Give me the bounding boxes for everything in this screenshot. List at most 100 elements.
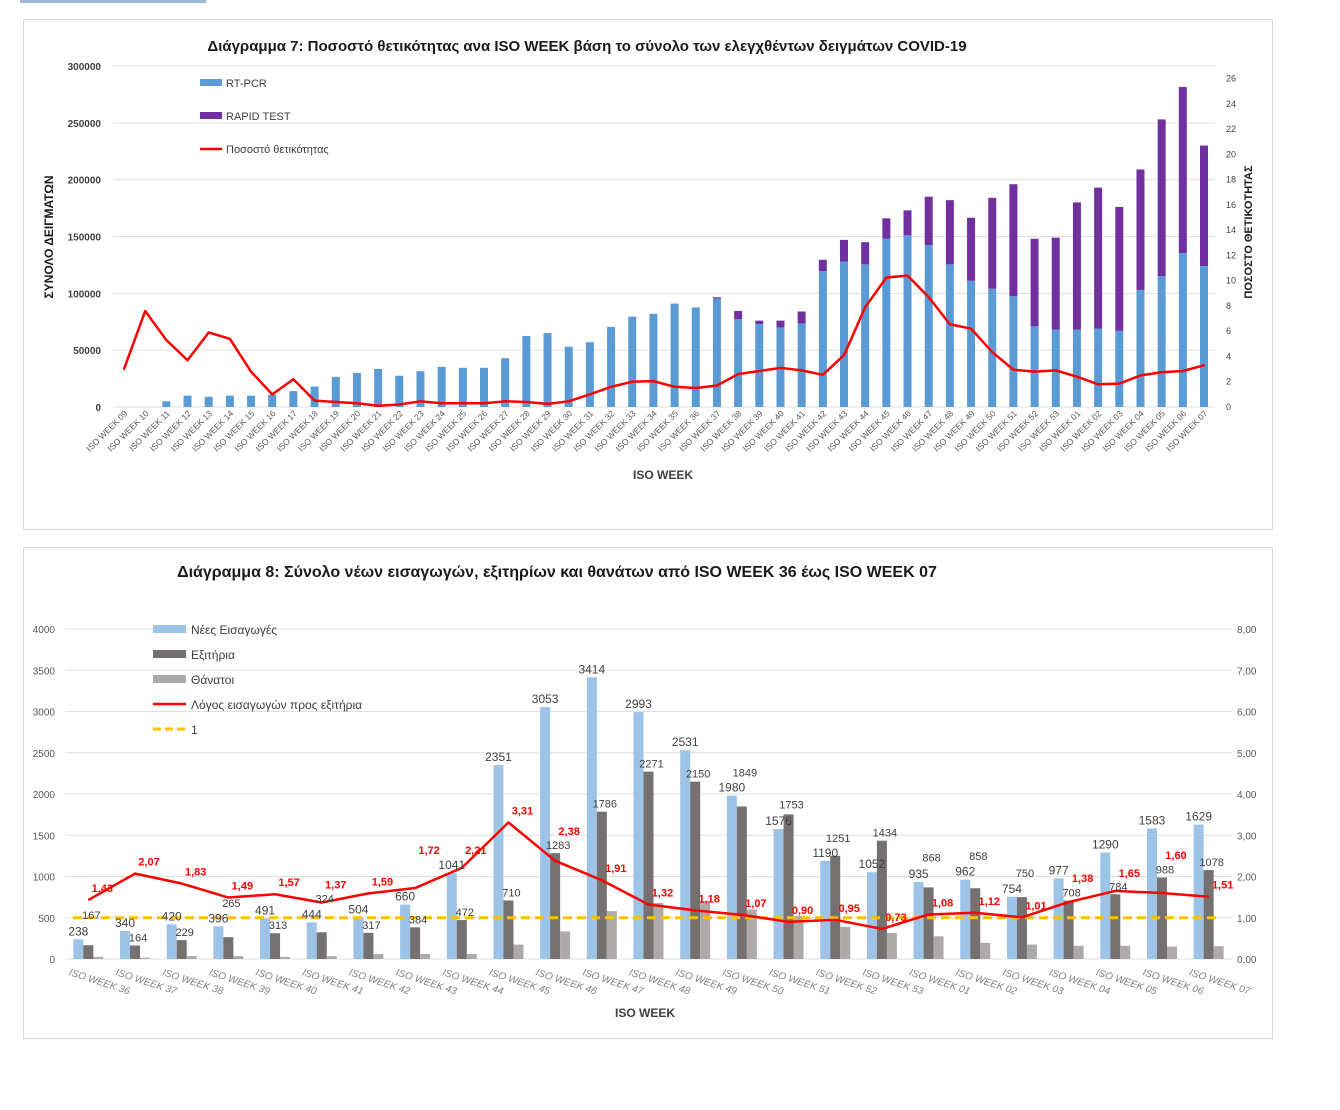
- bar-rapid-test: [818, 259, 827, 272]
- y-tick-label: 2500: [33, 749, 56, 760]
- y-right-tick-label: 8: [1226, 301, 1231, 311]
- bar-deaths: [280, 956, 291, 959]
- data-label-discharges: 472: [456, 907, 474, 919]
- data-label-admissions: 2993: [625, 697, 652, 711]
- legend-swatch-rapid-test: [200, 112, 222, 119]
- bar-admissions: [1100, 852, 1111, 959]
- bar-rapid-test: [776, 320, 785, 328]
- bar-rapid-test: [988, 197, 997, 289]
- bar-rt-pcr: [607, 326, 616, 407]
- point-positivity: [123, 368, 125, 371]
- y-right-tick-label: 18: [1226, 175, 1236, 185]
- y-right-tick-label: 1,00: [1237, 914, 1257, 925]
- legend-label-ratio: Λόγος εισαγωγών προς εξιτήρια: [191, 698, 362, 712]
- chart-7-y-right-axis-title: ΠΟΣΟΣΤΟ ΘΕΤΙΚΟΤΗΤΑΣ: [1243, 165, 1255, 299]
- bar-rt-pcr: [331, 376, 340, 407]
- bar-rt-pcr: [585, 342, 594, 407]
- y-right-tick-label: 5,00: [1237, 749, 1257, 760]
- bar-deaths: [1213, 946, 1224, 959]
- bar-admissions: [120, 930, 131, 959]
- bar-rt-pcr: [437, 366, 446, 407]
- bar-rapid-test: [1072, 202, 1081, 330]
- bar-rapid-test: [712, 297, 721, 299]
- data-label-ratio: 1,59: [372, 876, 393, 888]
- data-label-ratio: 1,07: [745, 898, 766, 910]
- point-positivity: [228, 337, 231, 340]
- bar-rapid-test: [1051, 237, 1060, 330]
- bar-admissions: [633, 712, 644, 959]
- y-tick-label: 100000: [68, 289, 102, 300]
- legend-label-reference: 1: [191, 723, 198, 737]
- bar-rapid-test: [1157, 119, 1166, 277]
- bar-discharges: [316, 932, 327, 959]
- bar-rt-pcr: [310, 386, 319, 407]
- data-label-discharges: 1283: [546, 840, 570, 852]
- bar-deaths: [140, 957, 151, 959]
- y-right-tick-label: 6: [1226, 326, 1231, 336]
- point-positivity: [1054, 369, 1057, 372]
- chart-7-plot: 0500001000001500002000002500003000000246…: [68, 62, 1236, 453]
- y-tick-label: 300000: [68, 62, 102, 73]
- y-right-tick-label: 10: [1226, 276, 1236, 286]
- bar-rapid-test: [1136, 169, 1145, 290]
- point-positivity: [504, 400, 507, 403]
- data-label-ratio: 1,49: [232, 881, 253, 893]
- y-right-tick-label: 2,00: [1237, 873, 1257, 884]
- bar-admissions: [353, 917, 364, 959]
- data-label-admissions: 1052: [859, 857, 886, 871]
- data-label-ratio: 1,60: [1165, 850, 1186, 862]
- y-right-tick-label: 12: [1226, 250, 1236, 260]
- data-label-ratio: 1,18: [698, 893, 719, 905]
- bar-rt-pcr: [818, 271, 827, 407]
- bar-deaths: [513, 944, 524, 959]
- bar-admissions: [866, 872, 877, 959]
- point-positivity: [440, 402, 443, 405]
- data-label-discharges: 1849: [733, 767, 757, 779]
- line-ratio: [87, 821, 1209, 931]
- data-label-admissions: 504: [348, 902, 368, 916]
- data-label-discharges: 1251: [826, 833, 850, 845]
- data-label-admissions: 2531: [672, 735, 699, 749]
- bar-deaths: [1073, 945, 1084, 959]
- point-positivity: [144, 310, 147, 313]
- y-right-tick-label: 14: [1226, 225, 1236, 235]
- point-positivity: [1181, 370, 1184, 373]
- legend-label-positivity: Ποσοστό θετικότητας: [226, 144, 329, 156]
- chart-8-plot: 0 500 1000 1500 2000 2500 3000 3500 4000 0,00 1,00…: [33, 623, 1257, 998]
- point-positivity: [843, 354, 845, 357]
- legend-label-rt-pcr: RT-PCR: [226, 78, 267, 90]
- data-label-ratio: 0,73: [885, 912, 906, 924]
- point-positivity: [991, 351, 994, 354]
- bar-rt-pcr: [712, 298, 721, 407]
- point-positivity: [588, 393, 591, 396]
- y-right-tick-label: 24: [1226, 99, 1236, 109]
- point-positivity: [186, 359, 189, 362]
- bar-rt-pcr: [755, 324, 764, 407]
- legend-swatch-deaths: [153, 675, 186, 683]
- bar-rt-pcr: [861, 264, 870, 407]
- data-label-discharges: 784: [1109, 881, 1127, 893]
- data-label-ratio: 1,57: [278, 877, 299, 889]
- bar-rt-pcr: [1115, 330, 1124, 407]
- bar-discharges: [970, 888, 981, 959]
- bar-rapid-test: [1030, 238, 1039, 327]
- bar-rapid-test: [755, 320, 764, 325]
- bar-rt-pcr: [162, 401, 171, 407]
- data-label-admissions: 238: [68, 924, 88, 938]
- y-right-tick-label: 22: [1226, 124, 1236, 134]
- data-label-ratio: 1,38: [1072, 873, 1093, 885]
- chart-7-title: Διάγραμμα 7: Ποσοστό θετικότητας ανα ISO…: [207, 38, 966, 55]
- bar-deaths: [1120, 945, 1131, 959]
- y-tick-label: 500: [38, 914, 55, 925]
- data-label-discharges: 750: [1016, 868, 1034, 880]
- point-positivity: [313, 399, 316, 402]
- data-label-ratio: 2,21: [465, 845, 486, 857]
- bar-rt-pcr: [501, 358, 510, 407]
- data-label-discharges: 988: [1156, 864, 1174, 876]
- bar-deaths: [233, 956, 244, 959]
- bar-deaths: [326, 956, 337, 959]
- bar-rt-pcr: [797, 323, 806, 407]
- y-right-tick-label: 20: [1226, 149, 1236, 159]
- bar-admissions: [400, 904, 411, 959]
